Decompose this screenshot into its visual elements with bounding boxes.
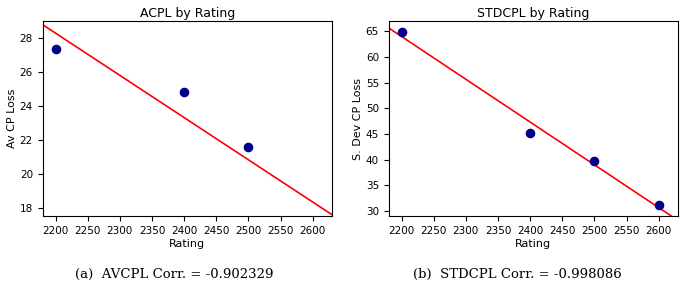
Point bbox=[243, 144, 254, 149]
Point bbox=[525, 131, 536, 135]
Point bbox=[179, 90, 190, 95]
Point bbox=[396, 30, 407, 34]
Title: STDCPL by Rating: STDCPL by Rating bbox=[477, 7, 590, 20]
Y-axis label: S. Dev CP Loss: S. Dev CP Loss bbox=[353, 78, 363, 160]
Y-axis label: Av CP Loss: Av CP Loss bbox=[7, 89, 17, 148]
X-axis label: Rating: Rating bbox=[515, 239, 551, 249]
Text: (a)  AVCPL Corr. = -0.902329: (a) AVCPL Corr. = -0.902329 bbox=[75, 268, 274, 281]
X-axis label: Rating: Rating bbox=[169, 239, 206, 249]
Text: (b)  STDCPL Corr. = -0.998086: (b) STDCPL Corr. = -0.998086 bbox=[413, 268, 621, 281]
Point bbox=[50, 47, 61, 51]
Title: ACPL by Rating: ACPL by Rating bbox=[140, 7, 235, 20]
Point bbox=[589, 159, 600, 164]
Point bbox=[653, 202, 664, 207]
Point bbox=[308, 222, 319, 227]
